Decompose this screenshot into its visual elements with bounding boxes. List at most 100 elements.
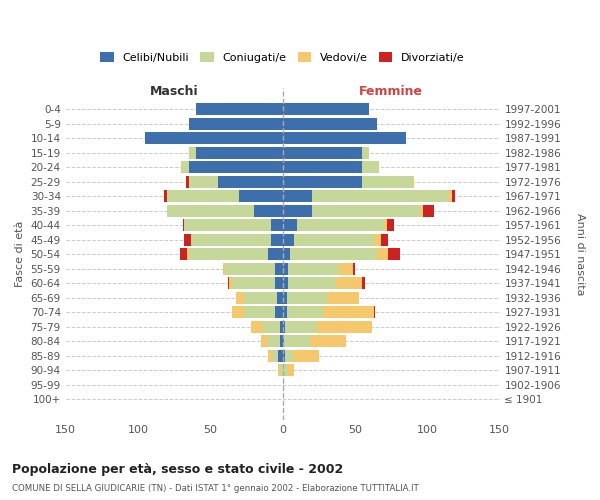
Bar <box>283 306 287 318</box>
Bar <box>183 220 184 231</box>
Bar <box>185 176 188 188</box>
Bar <box>268 248 283 260</box>
Bar <box>164 190 167 202</box>
Bar <box>284 336 310 347</box>
Bar <box>275 278 283 289</box>
Text: Femmine: Femmine <box>359 84 423 98</box>
Bar <box>280 364 283 376</box>
Text: Maschi: Maschi <box>150 84 199 98</box>
Bar <box>244 306 275 318</box>
Bar <box>294 234 374 245</box>
Bar <box>362 162 379 173</box>
Bar <box>362 176 413 188</box>
Bar <box>261 336 268 347</box>
Text: Popolazione per età, sesso e stato civile - 2002: Popolazione per età, sesso e stato civil… <box>12 462 343 475</box>
Bar <box>196 147 283 158</box>
Bar <box>283 205 311 216</box>
Bar <box>184 220 271 231</box>
Bar <box>413 176 414 188</box>
Bar <box>145 132 283 144</box>
Bar <box>377 248 388 260</box>
Bar <box>283 104 370 115</box>
Bar <box>283 364 287 376</box>
Bar <box>180 248 187 260</box>
Bar <box>268 350 272 362</box>
Bar <box>283 162 362 173</box>
Bar <box>289 263 339 274</box>
Bar <box>311 190 449 202</box>
Bar <box>328 292 359 304</box>
Bar <box>268 336 280 347</box>
Bar <box>297 220 384 231</box>
Bar <box>280 336 283 347</box>
Bar <box>181 162 188 173</box>
Bar <box>196 104 283 115</box>
Bar <box>229 278 232 289</box>
Bar <box>271 220 283 231</box>
Bar <box>290 248 377 260</box>
Bar <box>188 147 196 158</box>
Bar <box>232 306 244 318</box>
Legend: Celibi/Nubili, Coniugati/e, Vedovi/e, Divorziati/e: Celibi/Nubili, Coniugati/e, Vedovi/e, Di… <box>96 48 469 67</box>
Bar <box>286 321 317 332</box>
Bar <box>283 190 311 202</box>
Bar <box>374 306 375 318</box>
Bar <box>188 176 218 188</box>
Bar <box>251 321 262 332</box>
Bar <box>287 306 323 318</box>
Bar <box>283 118 377 130</box>
Bar <box>187 248 188 260</box>
Bar <box>236 292 244 304</box>
Bar <box>283 263 289 274</box>
Bar <box>188 248 268 260</box>
Bar <box>283 379 284 390</box>
Bar <box>289 278 336 289</box>
Bar <box>244 292 277 304</box>
Bar <box>387 220 394 231</box>
Bar <box>254 205 283 216</box>
Bar <box>227 278 229 289</box>
Bar <box>188 118 283 130</box>
Bar <box>239 190 283 202</box>
Bar <box>353 263 355 274</box>
Bar <box>423 205 434 216</box>
Bar <box>271 234 283 245</box>
Bar <box>388 248 400 260</box>
Bar <box>218 176 283 188</box>
Bar <box>283 350 286 362</box>
Bar <box>280 321 283 332</box>
Bar <box>232 278 275 289</box>
Bar <box>311 205 420 216</box>
Bar <box>286 350 293 362</box>
Bar <box>420 205 423 216</box>
Y-axis label: Fasce di età: Fasce di età <box>15 221 25 288</box>
Bar <box>262 321 280 332</box>
Bar <box>283 292 287 304</box>
Bar <box>323 306 374 318</box>
Bar <box>384 220 387 231</box>
Bar <box>278 350 283 362</box>
Bar <box>449 190 452 202</box>
Bar <box>374 234 381 245</box>
Bar <box>188 162 283 173</box>
Bar <box>223 263 225 274</box>
Bar <box>167 190 239 202</box>
Y-axis label: Anni di nascita: Anni di nascita <box>575 213 585 296</box>
Bar <box>283 147 362 158</box>
Bar <box>167 205 254 216</box>
Bar <box>283 248 290 260</box>
Bar <box>283 321 286 332</box>
Bar <box>317 321 372 332</box>
Bar <box>310 336 346 347</box>
Bar <box>339 263 353 274</box>
Bar <box>336 278 362 289</box>
Bar <box>283 336 284 347</box>
Bar <box>452 190 455 202</box>
Bar <box>272 350 278 362</box>
Bar <box>381 234 388 245</box>
Bar <box>191 234 271 245</box>
Bar <box>287 292 328 304</box>
Bar <box>362 278 365 289</box>
Bar <box>283 220 297 231</box>
Bar <box>275 263 283 274</box>
